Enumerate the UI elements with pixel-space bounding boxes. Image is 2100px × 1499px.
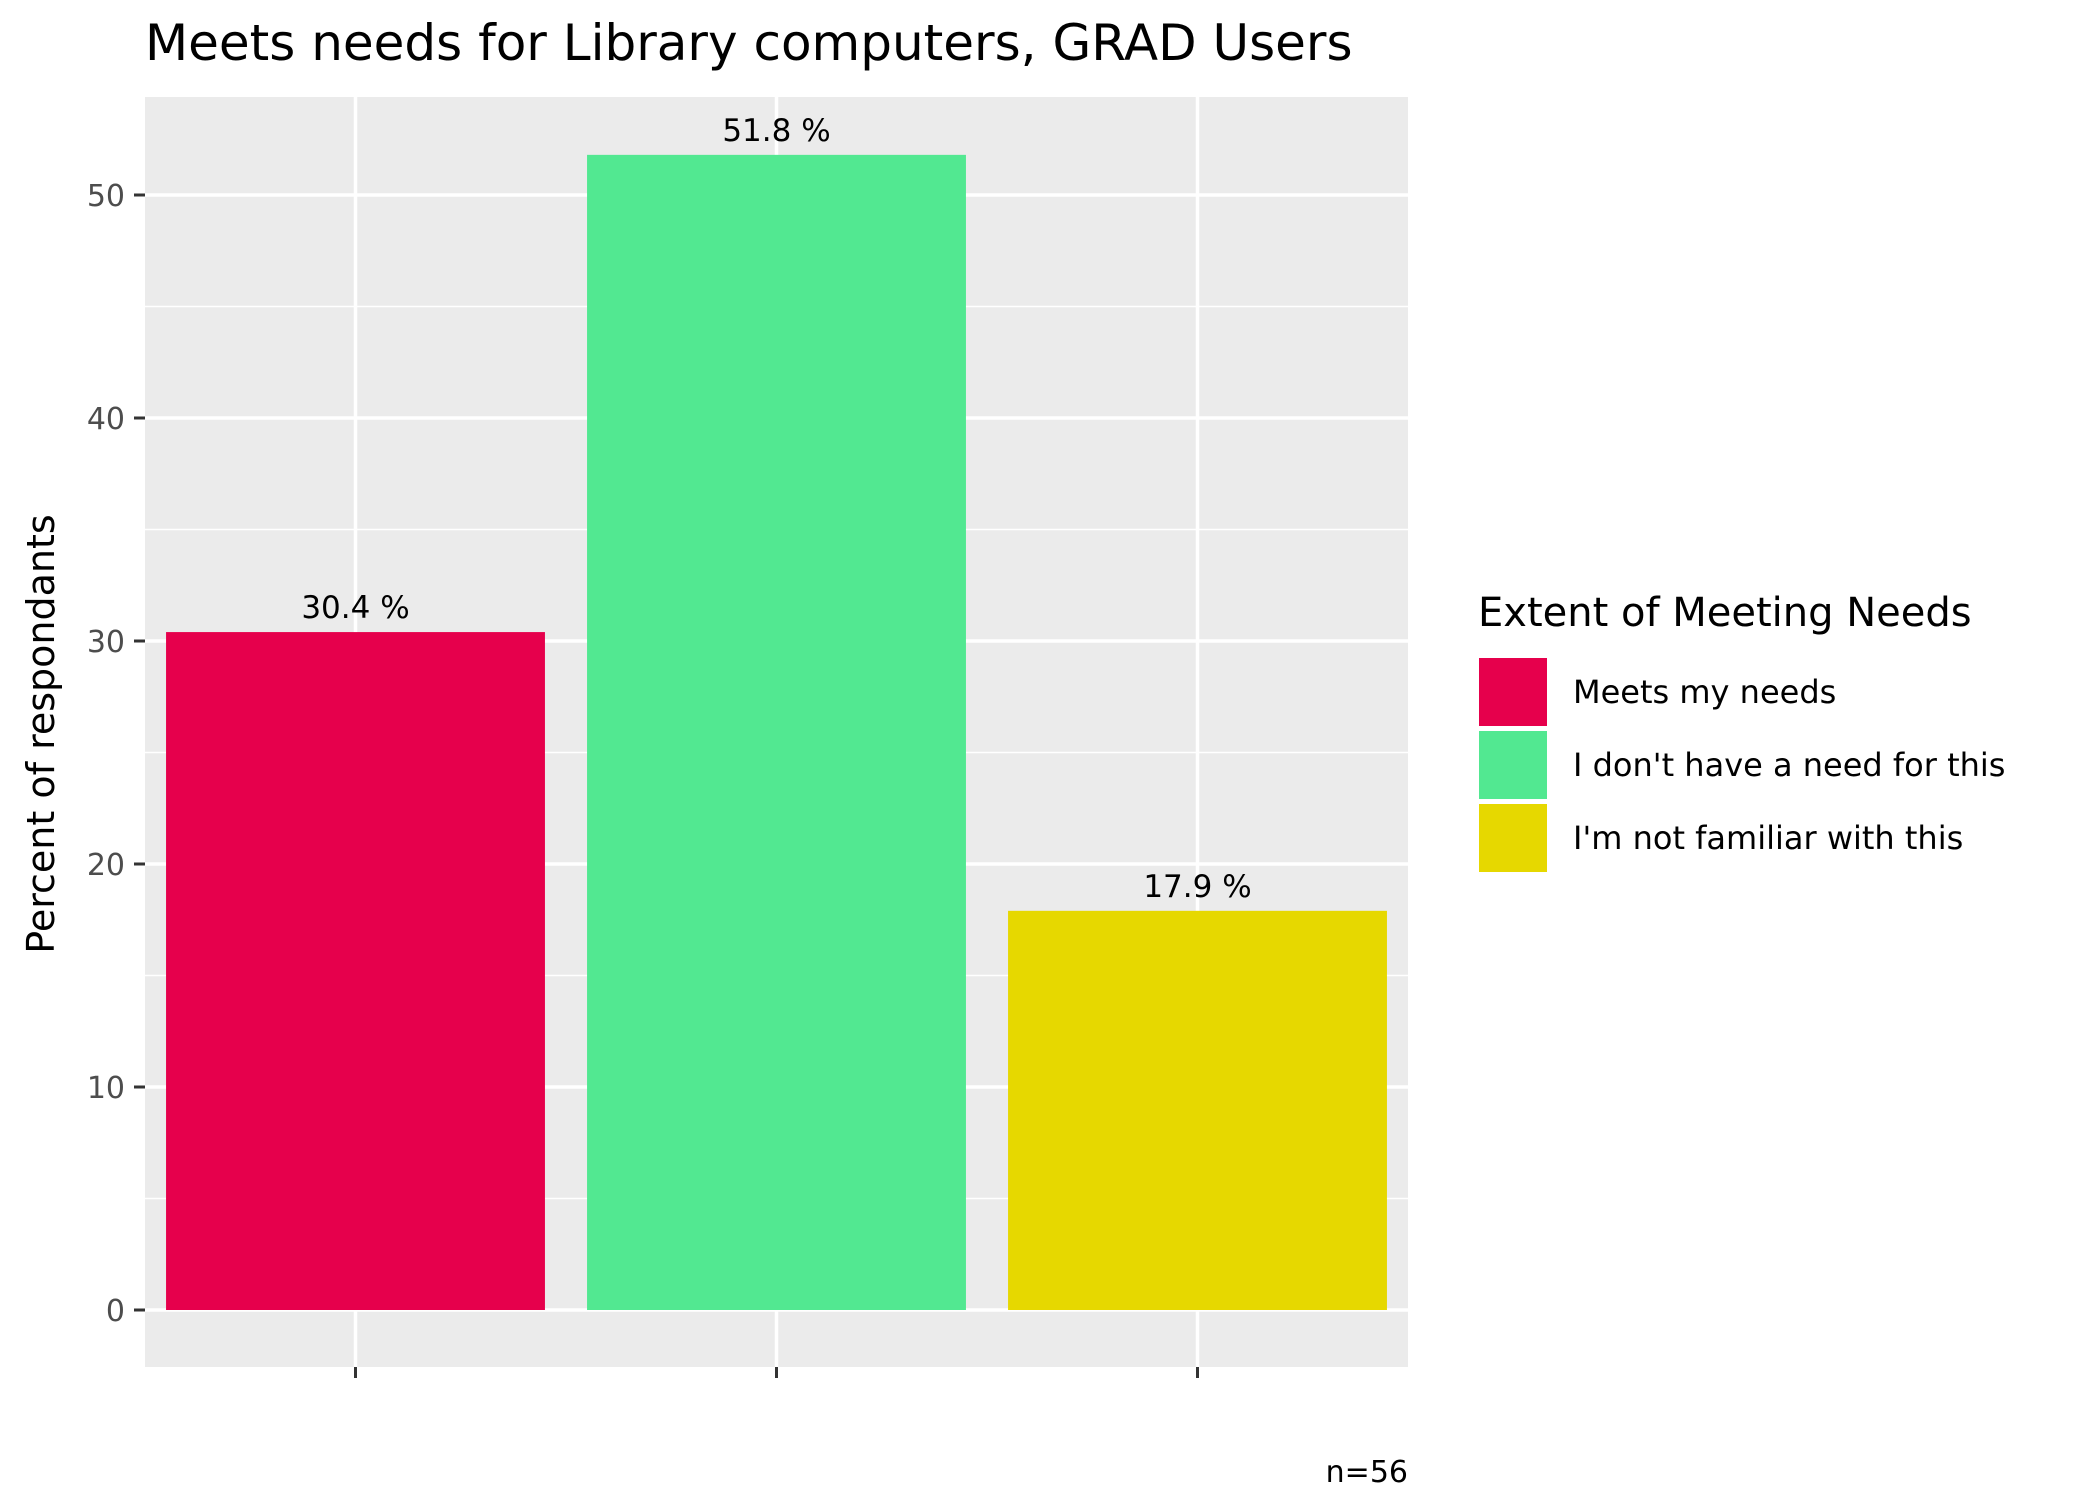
data-labels: 30.4 % 51.8 % 17.9 % (301, 113, 1251, 905)
bar-2 (587, 154, 966, 1311)
y-tick-label: 30 (87, 625, 125, 660)
legend: Extent of Meeting Needs Meets my needs I … (1477, 590, 2005, 874)
legend-label-1: Meets my needs (1573, 673, 1836, 711)
sample-size-caption: n=56 (1326, 1455, 1408, 1490)
chart-title: Meets needs for Library computers, GRAD … (145, 14, 1353, 72)
legend-key-1 (1477, 656, 1549, 728)
legend-label-3: I'm not familiar with this (1573, 819, 1963, 857)
y-tick-label: 50 (87, 179, 125, 214)
bar-1 (166, 632, 545, 1310)
legend-key-2 (1477, 729, 1549, 801)
bar-3 (1008, 910, 1387, 1310)
value-label-1: 30.4 % (301, 590, 409, 626)
value-label-2: 51.8 % (722, 113, 830, 149)
y-tick-label: 10 (87, 1071, 125, 1106)
y-tick-label: 0 (106, 1294, 125, 1329)
y-axis-title: Percent of respondants (19, 514, 63, 953)
value-label-3: 17.9 % (1143, 869, 1251, 905)
legend-key-3 (1477, 802, 1549, 874)
legend-title: Extent of Meeting Needs (1478, 590, 1972, 636)
bars (166, 154, 1387, 1311)
y-tick-label: 20 (87, 848, 125, 883)
y-tick-label: 40 (87, 402, 125, 437)
axes: 0 10 20 30 40 50 (87, 179, 1199, 1378)
legend-label-2: I don't have a need for this (1573, 746, 2005, 784)
